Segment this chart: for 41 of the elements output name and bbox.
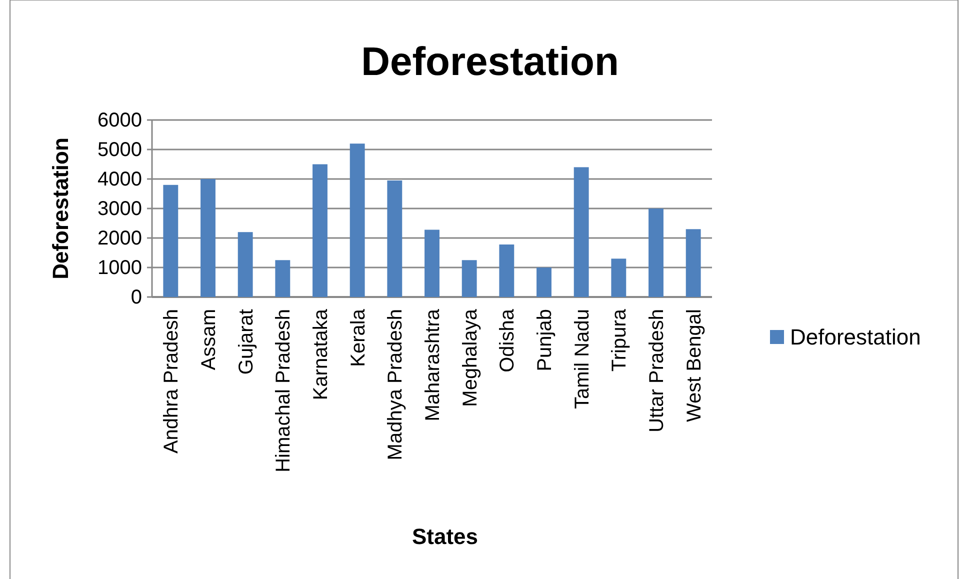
x-tick-label: Kerala	[347, 308, 370, 367]
x-tick-label: Assam	[198, 309, 220, 370]
x-tick-label: West Bengal	[683, 309, 706, 422]
x-tick-label: Odisha	[496, 308, 519, 372]
bar	[163, 184, 178, 297]
x-tick-label: Meghalaya	[459, 308, 482, 407]
bar	[648, 208, 664, 297]
x-tick-label: Tripura	[608, 308, 631, 372]
legend-label: Deforestation	[790, 324, 921, 350]
bar	[312, 164, 328, 297]
bar	[275, 260, 290, 297]
x-tick-label: Uttar Pradesh	[646, 309, 668, 432]
bar	[387, 180, 402, 297]
bar	[574, 167, 589, 297]
x-tick-label: Gujarat	[235, 308, 258, 375]
y-axis-title: Deforestation	[48, 138, 73, 280]
bar	[499, 244, 514, 297]
bar	[536, 268, 552, 297]
y-tick-label: 4000	[98, 168, 142, 190]
x-tick-label: Tamil Nadu	[571, 309, 594, 410]
bar	[350, 144, 365, 297]
x-tick-label: Madhya Pradesh	[384, 309, 407, 460]
y-tick-label: 1000	[98, 256, 142, 279]
bar	[611, 258, 626, 297]
bar	[200, 179, 216, 297]
bar	[686, 229, 701, 297]
x-tick-label: Maharashtra	[422, 308, 444, 422]
x-tick-label: Karnataka	[310, 308, 332, 400]
y-tick-label: 3000	[98, 198, 142, 220]
bar	[462, 260, 477, 297]
bar	[424, 230, 440, 297]
chart-title: Deforestation	[361, 40, 619, 84]
y-tick-label: 2000	[98, 227, 142, 250]
bar	[238, 232, 253, 297]
x-axis-title: States	[412, 524, 478, 549]
y-tick-label: 6000	[98, 109, 142, 132]
x-tick-label: Andhra Pradesh	[160, 309, 183, 454]
y-tick-label: 0	[130, 286, 142, 308]
x-tick-label: Himachal Pradesh	[272, 309, 295, 472]
y-tick-label: 5000	[98, 138, 142, 161]
x-tick-label: Punjab	[534, 309, 556, 372]
